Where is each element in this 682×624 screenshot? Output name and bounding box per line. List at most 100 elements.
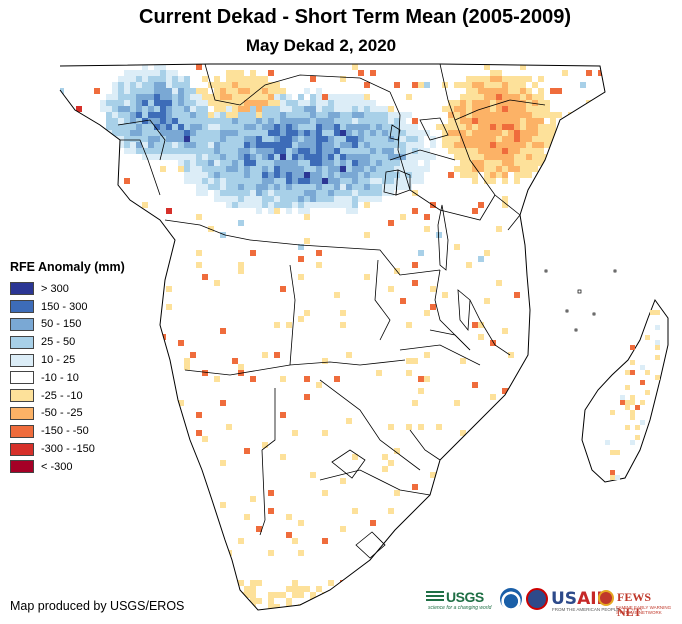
- anomaly-cell: [370, 118, 376, 124]
- anomaly-cell: [460, 430, 466, 436]
- anomaly-cell: [460, 142, 466, 148]
- anomaly-cell: [244, 172, 250, 178]
- anomaly-cell: [148, 130, 154, 136]
- anomaly-cell: [292, 202, 298, 208]
- anomaly-cell: [574, 244, 580, 250]
- anomaly-cell: [232, 118, 238, 124]
- anomaly-cell: [460, 160, 466, 166]
- anomaly-cell: [328, 142, 334, 148]
- anomaly-cell: [472, 82, 478, 88]
- anomaly-cell: [520, 88, 526, 94]
- anomaly-cell: [484, 124, 490, 130]
- anomaly-cell: [400, 298, 406, 304]
- anomaly-cell: [70, 586, 76, 592]
- anomaly-cell: [340, 166, 346, 172]
- anomaly-cell: [304, 238, 310, 244]
- anomaly-cell: [394, 604, 400, 610]
- anomaly-cell: [472, 322, 478, 328]
- anomaly-cell: [106, 100, 112, 106]
- legend-row: > 300: [10, 280, 150, 298]
- anomaly-cell: [310, 106, 316, 112]
- anomaly-cell: [364, 124, 370, 130]
- anomaly-cell: [142, 64, 148, 70]
- anomaly-cell: [202, 100, 208, 106]
- anomaly-cell: [394, 166, 400, 172]
- anomaly-cell: [298, 178, 304, 184]
- anomaly-cell: [184, 136, 190, 142]
- anomaly-cell: [190, 598, 196, 604]
- anomaly-cell: [286, 532, 292, 538]
- anomaly-cell: [112, 82, 118, 88]
- anomaly-cell: [298, 130, 304, 136]
- anomaly-cell: [472, 208, 478, 214]
- anomaly-cell: [454, 112, 460, 118]
- anomaly-cell: [154, 592, 160, 598]
- anomaly-cell: [346, 166, 352, 172]
- anomaly-cell: [160, 130, 166, 136]
- anomaly-cell: [256, 580, 262, 586]
- anomaly-cell: [154, 586, 160, 592]
- anomaly-cell: [64, 568, 70, 574]
- anomaly-cell: [190, 112, 196, 118]
- anomaly-cell: [178, 166, 184, 172]
- anomaly-cell: [136, 76, 142, 82]
- anomaly-cell: [280, 286, 286, 292]
- anomaly-cell: [238, 124, 244, 130]
- anomaly-cell: [376, 166, 382, 172]
- anomaly-cell: [100, 586, 106, 592]
- legend-label: 25 - 50: [41, 336, 76, 349]
- anomaly-cell: [220, 136, 226, 142]
- anomaly-cell: [226, 598, 232, 604]
- anomaly-cell: [412, 262, 418, 268]
- anomaly-cell: [280, 592, 286, 598]
- anomaly-cell: [220, 100, 226, 106]
- anomaly-cell: [394, 142, 400, 148]
- anomaly-cell: [262, 88, 268, 94]
- anomaly-cell: [280, 454, 286, 460]
- anomaly-cell: [502, 196, 508, 202]
- anomaly-cell: [226, 106, 232, 112]
- anomaly-cell: [226, 604, 232, 610]
- anomaly-cell: [112, 130, 118, 136]
- anomaly-cell: [328, 130, 334, 136]
- anomaly-cell: [508, 124, 514, 130]
- anomaly-cell: [520, 94, 526, 100]
- anomaly-cell: [550, 490, 556, 496]
- anomaly-cell: [454, 148, 460, 154]
- anomaly-cell: [226, 586, 232, 592]
- anomaly-cell: [250, 160, 256, 166]
- anomaly-cell: [274, 184, 280, 190]
- anomaly-cell: [280, 88, 286, 94]
- anomaly-cell: [136, 70, 142, 76]
- anomaly-cell: [226, 148, 232, 154]
- anomaly-cell: [112, 124, 118, 130]
- anomaly-cell: [316, 610, 322, 616]
- anomaly-cell: [388, 118, 394, 124]
- anomaly-cell: [190, 88, 196, 94]
- anomaly-cell: [142, 130, 148, 136]
- map-subtitle: May Dekad 2, 2020: [245, 36, 397, 55]
- anomaly-cell: [310, 154, 316, 160]
- legend-label: 150 - 300: [41, 300, 88, 313]
- anomaly-cell: [60, 592, 64, 598]
- anomaly-cell: [532, 376, 538, 382]
- anomaly-cell: [490, 394, 496, 400]
- anomaly-cell: [238, 118, 244, 124]
- anomaly-cell: [226, 76, 232, 82]
- anomaly-cell: [412, 166, 418, 172]
- anomaly-cell: [280, 610, 286, 616]
- anomaly-cell: [154, 112, 160, 118]
- anomaly-cell: [340, 112, 346, 118]
- anomaly-cell: [370, 604, 376, 610]
- anomaly-cell: [322, 124, 328, 130]
- anomaly-cell: [532, 154, 538, 160]
- anomaly-cell: [214, 76, 220, 82]
- anomaly-cell: [346, 604, 352, 610]
- anomaly-cell: [106, 118, 112, 124]
- anomaly-cell: [478, 256, 484, 262]
- anomaly-cell: [352, 196, 358, 202]
- anomaly-cell: [118, 568, 124, 574]
- anomaly-cell: [256, 100, 262, 106]
- anomaly-cell: [154, 502, 160, 508]
